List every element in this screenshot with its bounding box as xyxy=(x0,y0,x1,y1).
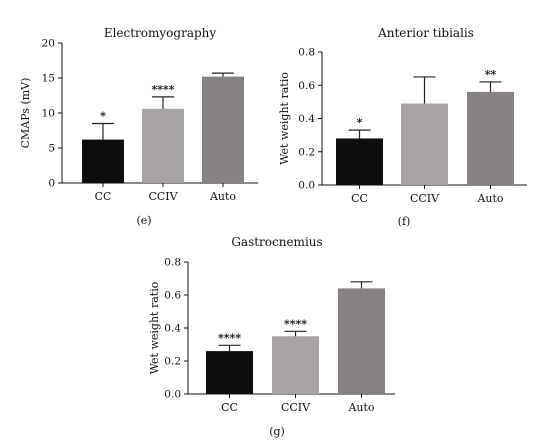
chart-3-panel-label: (g) xyxy=(269,425,285,438)
chart-1-category-label: CCIV xyxy=(148,190,178,203)
chart-1-category-label: Auto xyxy=(209,190,236,203)
chart-1-y-tick-label: 0 xyxy=(48,178,55,190)
chart-1-y-tick-label: 15 xyxy=(42,73,55,85)
chart-3-y-tick-label: 0.4 xyxy=(164,323,181,335)
chart-3-bar-auto xyxy=(338,288,385,394)
chart-3-y-tick-label: 0.6 xyxy=(164,290,181,302)
chart-3-y-axis-label: Wet weight ratio xyxy=(148,281,161,374)
chart-2-y-tick-label: 0.0 xyxy=(298,180,315,192)
chart-3-category-label: CC xyxy=(221,401,238,414)
chart-2-significance-label: ** xyxy=(485,68,497,81)
chart-1-significance-label: **** xyxy=(151,83,174,96)
chart-3-bar-cciv xyxy=(272,336,319,394)
chart-2-y-tick-label: 0.6 xyxy=(298,80,315,92)
chart-3-category-label: Auto xyxy=(347,401,374,414)
chart-3-category-label: CCIV xyxy=(281,401,311,414)
chart-1-bar-auto xyxy=(202,76,244,183)
chart-1-significance-label: * xyxy=(100,110,106,123)
chart-3-bar-cc xyxy=(206,351,253,394)
chart-2-title: Anterior tibialis xyxy=(377,26,474,40)
chart-2-category-label: Auto xyxy=(476,192,503,205)
chart-1-y-tick-label: 20 xyxy=(42,38,55,50)
chart-3-significance-label: **** xyxy=(218,331,241,344)
chart-1-panel-label: (e) xyxy=(136,214,151,227)
chart-2-y-tick-label: 0.2 xyxy=(298,146,315,158)
chart-2-significance-label: * xyxy=(357,116,363,129)
chart-1-bar-cc xyxy=(82,139,124,183)
chart-2-bar-cc xyxy=(336,138,383,185)
chart-2-bar-auto xyxy=(467,91,514,185)
chart-3-significance-label: **** xyxy=(284,317,307,330)
chart-3-title: Gastrocnemius xyxy=(231,235,322,249)
chart-1-y-axis-label: CMAPs (mV) xyxy=(19,78,32,149)
chart-1-category-label: CC xyxy=(95,190,112,203)
chart-2-bar-cciv xyxy=(401,103,448,185)
chart-2-category-label: CCIV xyxy=(410,192,440,205)
chart-2-panel-label: (f) xyxy=(398,215,411,228)
chart-2-y-tick-label: 0.4 xyxy=(298,113,315,125)
chart-1-bar-cciv xyxy=(142,108,184,183)
chart-2-category-label: CC xyxy=(351,192,368,205)
chart-2-y-axis-label: Wet weight ratio xyxy=(278,72,291,165)
chart-3-y-tick-label: 0.8 xyxy=(164,257,181,269)
chart-3-y-tick-label: 0.2 xyxy=(164,356,181,368)
chart-1-y-tick-label: 5 xyxy=(48,143,55,155)
chart-1-title: Electromyography xyxy=(104,26,217,40)
chart-2-y-tick-label: 0.8 xyxy=(298,47,315,59)
chart-1-y-tick-label: 10 xyxy=(42,108,55,120)
chart-3-y-tick-label: 0.0 xyxy=(164,389,181,401)
